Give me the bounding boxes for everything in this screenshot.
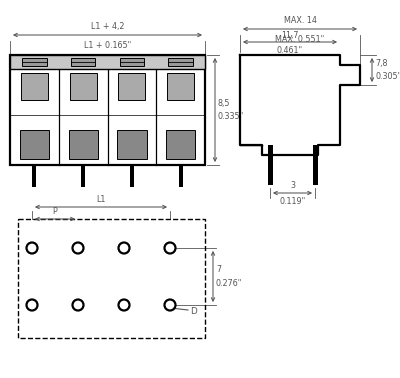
Bar [21,73,48,100]
Bar [71,58,95,66]
Bar [10,55,205,69]
Text: MAX. 14: MAX. 14 [284,16,316,25]
Bar [312,145,318,185]
Bar [20,130,49,159]
Text: 7,8: 7,8 [375,59,388,68]
Bar [10,55,205,165]
Bar [168,58,193,66]
Text: D: D [190,307,197,316]
Text: 0.461": 0.461" [277,46,303,55]
Text: L1: L1 [96,195,106,204]
Text: 8,5: 8,5 [218,99,230,108]
Bar [22,58,46,66]
Bar [117,130,146,159]
Bar [118,73,145,100]
Bar [166,130,195,159]
Text: 0.305": 0.305" [375,72,400,81]
Bar [32,165,36,187]
Bar [179,165,183,187]
Text: 7: 7 [216,265,221,274]
Text: 0.276": 0.276" [216,279,242,288]
Text: 0.119": 0.119" [279,197,306,206]
Text: MAX. 0.551": MAX. 0.551" [275,35,325,44]
Bar [268,145,272,185]
Text: P: P [53,207,57,216]
Text: 0.335": 0.335" [218,112,244,121]
Bar [18,219,205,338]
Text: L1 + 4,2: L1 + 4,2 [91,22,124,31]
Text: 11,7: 11,7 [281,31,299,40]
Bar [81,165,85,187]
Bar [120,58,144,66]
Bar [167,73,194,100]
Bar [68,130,98,159]
Text: L1 + 0.165": L1 + 0.165" [84,41,131,50]
Text: 3: 3 [290,181,295,190]
Bar [70,73,96,100]
Bar [130,165,134,187]
